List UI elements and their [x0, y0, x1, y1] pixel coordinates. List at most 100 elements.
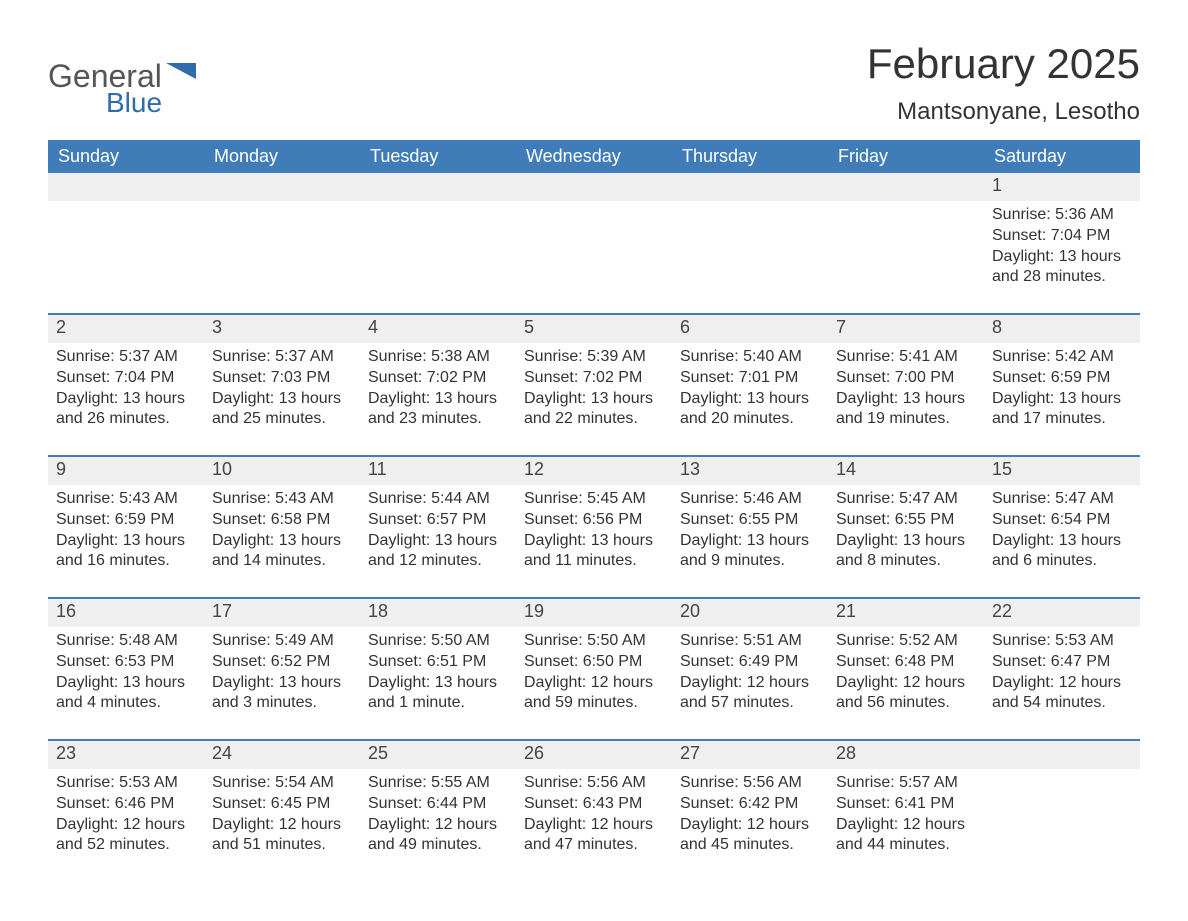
calendar-cell: 28Sunrise: 5:57 AMSunset: 6:41 PMDayligh… [828, 740, 984, 881]
day-details: Sunrise: 5:56 AMSunset: 6:43 PMDaylight:… [516, 769, 672, 881]
day-details: Sunrise: 5:57 AMSunset: 6:41 PMDaylight:… [828, 769, 984, 881]
calendar-cell: 9Sunrise: 5:43 AMSunset: 6:59 PMDaylight… [48, 456, 204, 598]
sunrise-text: Sunrise: 5:43 AM [212, 489, 352, 510]
calendar-cell [828, 173, 984, 314]
sunset-text: Sunset: 6:50 PM [524, 652, 664, 673]
calendar-cell: 6Sunrise: 5:40 AMSunset: 7:01 PMDaylight… [672, 314, 828, 456]
day-details: Sunrise: 5:55 AMSunset: 6:44 PMDaylight:… [360, 769, 516, 881]
calendar-cell: 16Sunrise: 5:48 AMSunset: 6:53 PMDayligh… [48, 598, 204, 740]
day-details: Sunrise: 5:52 AMSunset: 6:48 PMDaylight:… [828, 627, 984, 739]
sunrise-text: Sunrise: 5:48 AM [56, 631, 196, 652]
calendar-cell [516, 173, 672, 314]
sunrise-text: Sunrise: 5:53 AM [992, 631, 1132, 652]
calendar-cell: 23Sunrise: 5:53 AMSunset: 6:46 PMDayligh… [48, 740, 204, 881]
sunset-text: Sunset: 6:58 PM [212, 510, 352, 531]
brand-logo: General Blue [48, 40, 200, 119]
calendar-week-row: 9Sunrise: 5:43 AMSunset: 6:59 PMDaylight… [48, 456, 1140, 598]
daylight-text: Daylight: 13 hours and 8 minutes. [836, 531, 976, 573]
calendar-cell: 17Sunrise: 5:49 AMSunset: 6:52 PMDayligh… [204, 598, 360, 740]
sunrise-text: Sunrise: 5:55 AM [368, 773, 508, 794]
day-number [204, 173, 360, 201]
day-number: 8 [984, 315, 1140, 343]
day-details [48, 201, 204, 313]
day-details: Sunrise: 5:46 AMSunset: 6:55 PMDaylight:… [672, 485, 828, 597]
day-number: 28 [828, 741, 984, 769]
day-number: 11 [360, 457, 516, 485]
sunset-text: Sunset: 6:53 PM [56, 652, 196, 673]
day-details: Sunrise: 5:50 AMSunset: 6:51 PMDaylight:… [360, 627, 516, 739]
brand-text: General Blue [48, 58, 200, 119]
col-thursday: Thursday [672, 140, 828, 173]
col-wednesday: Wednesday [516, 140, 672, 173]
sunrise-text: Sunrise: 5:54 AM [212, 773, 352, 794]
daylight-text: Daylight: 13 hours and 14 minutes. [212, 531, 352, 573]
title-block: February 2025 Mantsonyane, Lesotho [867, 40, 1140, 126]
col-sunday: Sunday [48, 140, 204, 173]
sunset-text: Sunset: 6:59 PM [992, 368, 1132, 389]
calendar-cell [204, 173, 360, 314]
calendar-cell: 10Sunrise: 5:43 AMSunset: 6:58 PMDayligh… [204, 456, 360, 598]
sunrise-text: Sunrise: 5:46 AM [680, 489, 820, 510]
sunrise-text: Sunrise: 5:43 AM [56, 489, 196, 510]
day-details: Sunrise: 5:38 AMSunset: 7:02 PMDaylight:… [360, 343, 516, 455]
day-number: 22 [984, 599, 1140, 627]
day-number: 4 [360, 315, 516, 343]
day-details: Sunrise: 5:43 AMSunset: 6:58 PMDaylight:… [204, 485, 360, 597]
daylight-text: Daylight: 13 hours and 19 minutes. [836, 389, 976, 431]
sunset-text: Sunset: 6:44 PM [368, 794, 508, 815]
col-tuesday: Tuesday [360, 140, 516, 173]
day-number: 12 [516, 457, 672, 485]
sunset-text: Sunset: 6:57 PM [368, 510, 508, 531]
location-subtitle: Mantsonyane, Lesotho [867, 98, 1140, 126]
day-details: Sunrise: 5:37 AMSunset: 7:03 PMDaylight:… [204, 343, 360, 455]
day-number: 20 [672, 599, 828, 627]
daylight-text: Daylight: 13 hours and 26 minutes. [56, 389, 196, 431]
sunrise-text: Sunrise: 5:50 AM [524, 631, 664, 652]
daylight-text: Daylight: 13 hours and 11 minutes. [524, 531, 664, 573]
day-details: Sunrise: 5:41 AMSunset: 7:00 PMDaylight:… [828, 343, 984, 455]
calendar-table: Sunday Monday Tuesday Wednesday Thursday… [48, 140, 1140, 881]
sunrise-text: Sunrise: 5:49 AM [212, 631, 352, 652]
day-details: Sunrise: 5:49 AMSunset: 6:52 PMDaylight:… [204, 627, 360, 739]
col-monday: Monday [204, 140, 360, 173]
day-number: 5 [516, 315, 672, 343]
calendar-week-row: 2Sunrise: 5:37 AMSunset: 7:04 PMDaylight… [48, 314, 1140, 456]
sunrise-text: Sunrise: 5:51 AM [680, 631, 820, 652]
sunset-text: Sunset: 7:02 PM [524, 368, 664, 389]
day-details: Sunrise: 5:39 AMSunset: 7:02 PMDaylight:… [516, 343, 672, 455]
daylight-text: Daylight: 13 hours and 9 minutes. [680, 531, 820, 573]
col-saturday: Saturday [984, 140, 1140, 173]
daylight-text: Daylight: 13 hours and 22 minutes. [524, 389, 664, 431]
sunrise-text: Sunrise: 5:53 AM [56, 773, 196, 794]
day-details: Sunrise: 5:42 AMSunset: 6:59 PMDaylight:… [984, 343, 1140, 455]
calendar-body: 1Sunrise: 5:36 AMSunset: 7:04 PMDaylight… [48, 173, 1140, 881]
daylight-text: Daylight: 12 hours and 49 minutes. [368, 815, 508, 857]
daylight-text: Daylight: 13 hours and 17 minutes. [992, 389, 1132, 431]
calendar-cell: 12Sunrise: 5:45 AMSunset: 6:56 PMDayligh… [516, 456, 672, 598]
calendar-cell: 15Sunrise: 5:47 AMSunset: 6:54 PMDayligh… [984, 456, 1140, 598]
day-number: 18 [360, 599, 516, 627]
day-number [672, 173, 828, 201]
sunrise-text: Sunrise: 5:47 AM [992, 489, 1132, 510]
day-number: 21 [828, 599, 984, 627]
day-details [516, 201, 672, 313]
day-number: 14 [828, 457, 984, 485]
sunrise-text: Sunrise: 5:38 AM [368, 347, 508, 368]
calendar-week-row: 1Sunrise: 5:36 AMSunset: 7:04 PMDaylight… [48, 173, 1140, 314]
sunset-text: Sunset: 6:43 PM [524, 794, 664, 815]
calendar-cell: 18Sunrise: 5:50 AMSunset: 6:51 PMDayligh… [360, 598, 516, 740]
day-details: Sunrise: 5:53 AMSunset: 6:47 PMDaylight:… [984, 627, 1140, 739]
calendar-cell: 11Sunrise: 5:44 AMSunset: 6:57 PMDayligh… [360, 456, 516, 598]
sunset-text: Sunset: 6:41 PM [836, 794, 976, 815]
calendar-cell: 5Sunrise: 5:39 AMSunset: 7:02 PMDaylight… [516, 314, 672, 456]
day-details: Sunrise: 5:44 AMSunset: 6:57 PMDaylight:… [360, 485, 516, 597]
day-number: 17 [204, 599, 360, 627]
sunset-text: Sunset: 6:42 PM [680, 794, 820, 815]
day-details [984, 769, 1140, 881]
calendar-page: General Blue February 2025 Mantsonyane, … [0, 0, 1188, 921]
day-number: 19 [516, 599, 672, 627]
col-friday: Friday [828, 140, 984, 173]
daylight-text: Daylight: 13 hours and 4 minutes. [56, 673, 196, 715]
sunset-text: Sunset: 6:46 PM [56, 794, 196, 815]
day-details: Sunrise: 5:54 AMSunset: 6:45 PMDaylight:… [204, 769, 360, 881]
